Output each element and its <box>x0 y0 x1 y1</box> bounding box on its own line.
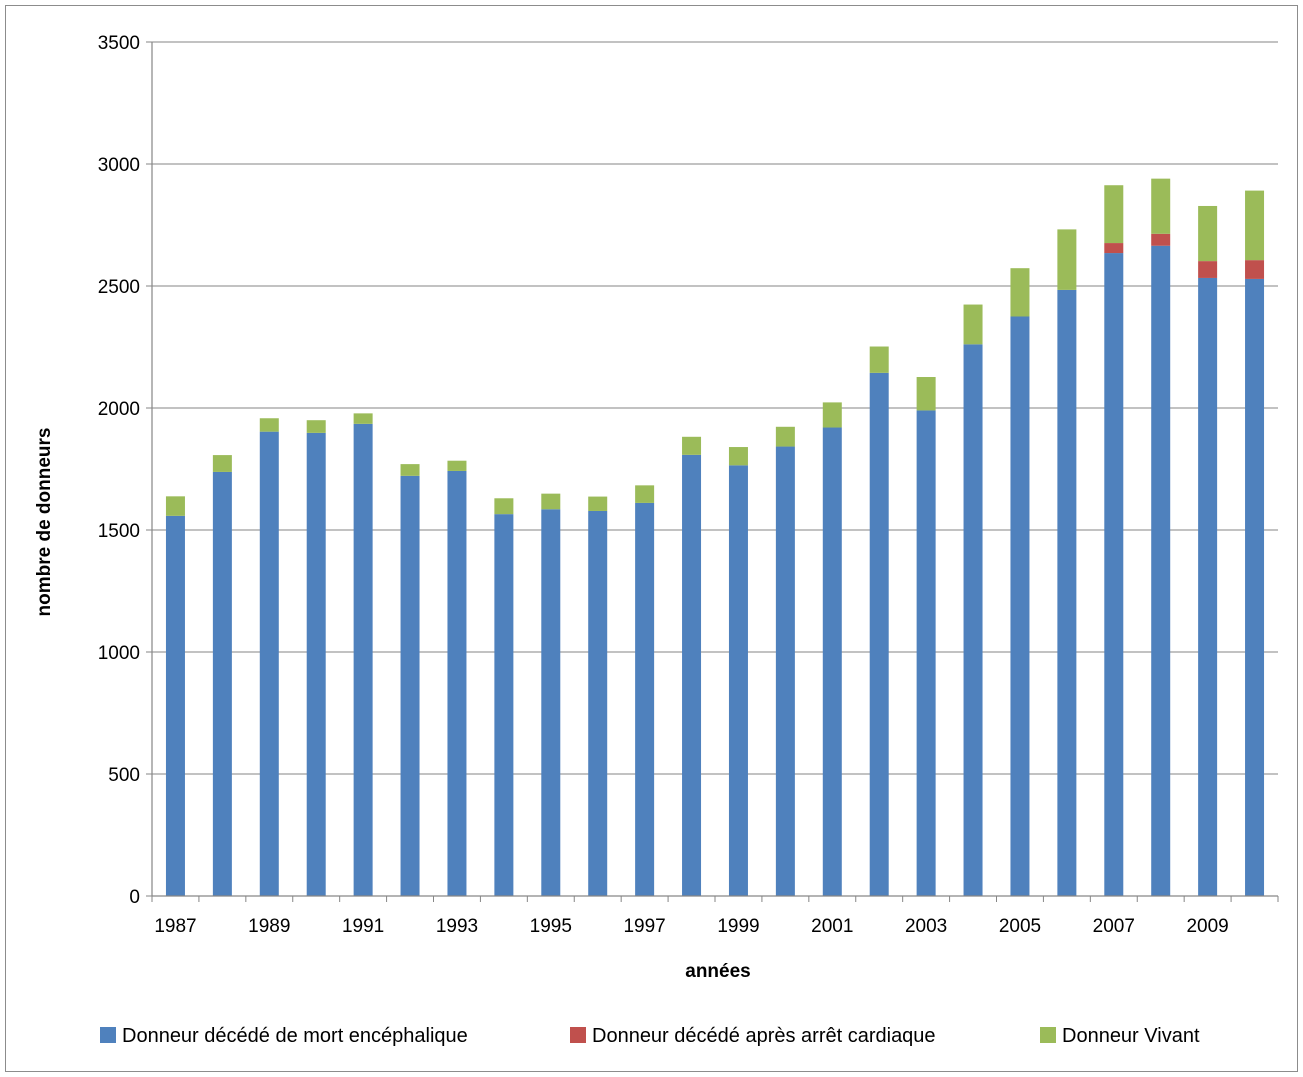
bar-1990-series-0 <box>306 432 326 896</box>
y-tick-label-2000: 2000 <box>98 399 140 420</box>
x-tick-label-1987: 1987 <box>154 916 196 937</box>
bar-2009-series-2 <box>1198 205 1218 262</box>
bar-2010-series-2 <box>1245 190 1265 261</box>
bar-1987-series-0 <box>165 515 185 896</box>
bar-1987-series-2 <box>165 496 185 516</box>
x-tick-label-2005: 2005 <box>999 916 1041 937</box>
bar-1996-series-2 <box>588 496 608 511</box>
x-tick-label-2009: 2009 <box>1186 916 1228 937</box>
x-tick-label-2003: 2003 <box>905 916 947 937</box>
bar-2006-series-0 <box>1057 289 1077 896</box>
bar-2007-series-0 <box>1104 253 1124 896</box>
bar-1988-series-2 <box>212 455 232 472</box>
bar-2006-series-2 <box>1057 229 1077 290</box>
bar-1992-series-0 <box>400 475 420 896</box>
y-axis-ticks: 0 500 1000 1500 2000 2500 3000 3500 <box>98 33 152 908</box>
bar-1993-series-2 <box>447 460 467 471</box>
y-tick-label-0: 0 <box>129 887 140 908</box>
bar-2008-series-2 <box>1151 178 1171 234</box>
bar-2005-series-0 <box>1010 316 1030 896</box>
bar-2008-series-0 <box>1151 245 1171 897</box>
y-axis-title: nombre de donneurs <box>34 428 55 617</box>
bar-1998-series-0 <box>682 454 702 896</box>
bar-1995-series-0 <box>541 509 561 896</box>
bar-1999-series-0 <box>728 465 748 896</box>
legend-swatch-0 <box>100 1027 116 1043</box>
bar-1990-series-2 <box>306 420 326 433</box>
bar-2005-series-2 <box>1010 268 1030 317</box>
x-tick-label-1995: 1995 <box>530 916 572 937</box>
bar-2009-series-1 <box>1198 261 1218 278</box>
bar-1994-series-2 <box>494 498 514 515</box>
bar-1996-series-0 <box>588 510 608 896</box>
legend-label-2: Donneur Vivant <box>1062 1025 1200 1047</box>
bar-2004-series-2 <box>963 304 983 345</box>
x-tick-label-1997: 1997 <box>623 916 665 937</box>
x-tick-label-1989: 1989 <box>248 916 290 937</box>
legend-label-0: Donneur décédé de mort encéphalique <box>122 1025 468 1047</box>
bar-1999-series-2 <box>728 447 748 466</box>
legend-swatch-2 <box>1040 1027 1056 1043</box>
bar-2001-series-2 <box>822 402 842 428</box>
bar-2009-series-0 <box>1198 277 1218 896</box>
bar-1988-series-0 <box>212 471 232 896</box>
x-tick-label-1993: 1993 <box>436 916 478 937</box>
x-axis-title: années <box>685 961 750 982</box>
x-tick-label-1991: 1991 <box>342 916 384 937</box>
bar-2007-series-2 <box>1104 185 1124 244</box>
bar-2002-series-0 <box>869 372 889 896</box>
legend: Donneur décédé de mort encéphalique Donne… <box>100 1025 1200 1047</box>
bar-1995-series-2 <box>541 493 561 510</box>
bar-1994-series-0 <box>494 514 514 896</box>
bar-1989-series-0 <box>259 431 279 896</box>
bar-1989-series-2 <box>259 418 279 432</box>
bar-2002-series-2 <box>869 346 889 373</box>
bar-1998-series-2 <box>682 436 702 455</box>
legend-label-1: Donneur décédé après arrêt cardiaque <box>592 1025 936 1047</box>
y-tick-label-3500: 3500 <box>98 33 140 54</box>
y-tick-label-3000: 3000 <box>98 155 140 176</box>
bar-1992-series-2 <box>400 464 420 476</box>
bar-1993-series-0 <box>447 470 467 896</box>
bar-2000-series-2 <box>775 426 795 447</box>
bar-2000-series-0 <box>775 446 795 896</box>
bar-1991-series-0 <box>353 423 373 896</box>
x-axis-ticks: 1987 1989 1991 1993 1995 1997 1999 2001 2003 2005… <box>151 896 1279 937</box>
y-tick-label-1500: 1500 <box>98 521 140 542</box>
y-tick-label-2500: 2500 <box>98 277 140 298</box>
gridlines <box>152 41 1278 775</box>
bar-2004-series-0 <box>963 344 983 896</box>
bar-2003-series-2 <box>916 377 936 411</box>
bar-2003-series-0 <box>916 410 936 896</box>
bar-2008-series-1 <box>1151 233 1171 246</box>
x-tick-label-1999: 1999 <box>717 916 759 937</box>
y-tick-label-1000: 1000 <box>98 643 140 664</box>
x-tick-label-2001: 2001 <box>811 916 853 937</box>
legend-swatch-1 <box>570 1027 586 1043</box>
bar-1991-series-2 <box>353 413 373 424</box>
y-tick-label-500: 500 <box>108 765 140 786</box>
bar-2007-series-1 <box>1104 243 1124 254</box>
bar-1997-series-0 <box>635 502 655 896</box>
bar-2010-series-1 <box>1245 260 1265 279</box>
x-tick-label-2007: 2007 <box>1093 916 1135 937</box>
bar-1997-series-2 <box>635 485 655 503</box>
bar-2010-series-0 <box>1245 278 1265 896</box>
bars <box>165 178 1265 897</box>
bar-2001-series-0 <box>822 427 842 896</box>
